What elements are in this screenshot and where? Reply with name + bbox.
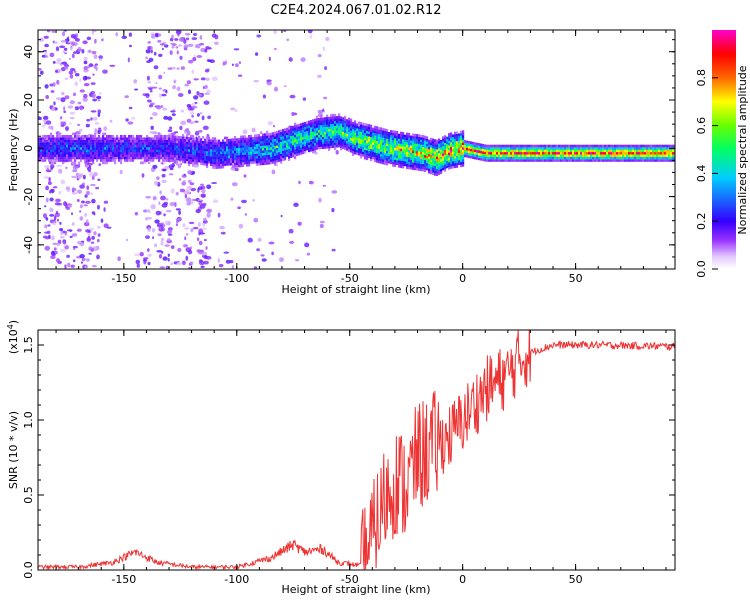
y-tick-label: -20 <box>22 188 35 206</box>
snr-series-line <box>38 330 675 570</box>
colorbar-gradient <box>712 30 736 269</box>
colorbar-tick-label: 0.4 <box>695 165 708 183</box>
x-tick-label: -50 <box>341 272 359 285</box>
spectrogram-y-axis: -40 -20 0 20 40 <box>22 39 675 270</box>
colorbar: 0.0 0.2 0.4 0.6 0.8 Normalized spectral ampl… <box>695 30 749 278</box>
colorbar-tick-label: 0.6 <box>695 117 708 135</box>
x-tick-label: -100 <box>224 272 249 285</box>
y-tick-label: 1.5 <box>22 336 35 354</box>
colorbar-ticks: 0.0 0.2 0.4 0.6 0.8 <box>695 69 718 278</box>
snr-x-axis: -150 -100 -50 0 50 <box>55 330 667 586</box>
spectrogram-x-axis: -150 -100 -50 0 50 <box>55 30 667 285</box>
x-tick-label: 0 <box>459 573 466 586</box>
chart-title: C2E4.2024.067.01.02.R12 <box>270 3 441 18</box>
x-tick-label: -150 <box>111 272 136 285</box>
x-tick-label: -100 <box>224 573 249 586</box>
y-tick-label: 0.0 <box>22 561 35 579</box>
x-tick-label: 0 <box>459 272 466 285</box>
x-tick-label: 50 <box>569 573 583 586</box>
spectrogram-frame <box>37 29 676 270</box>
colorbar-tick-label: 0.0 <box>695 260 708 278</box>
y-tick-label: 40 <box>22 45 35 59</box>
snr-x-label: Height of straight line (km) <box>281 583 430 596</box>
spectrogram-panel: -150 -100 -50 0 50 -40 -20 0 20 40 Height of str… <box>7 29 676 296</box>
x-tick-label: -150 <box>111 573 136 586</box>
y-tick-label: 20 <box>22 93 35 107</box>
y-tick-label: 0 <box>22 145 35 152</box>
x-tick-label: 50 <box>569 272 583 285</box>
snr-scale-label: (x104) <box>6 320 20 354</box>
snr-y-label: SNR (10 * v/v) <box>7 411 20 489</box>
snr-y-axis: 0.0 0.5 1.0 1.5 <box>22 336 675 579</box>
spectrogram-y-label: Frequency (Hz) <box>7 109 20 192</box>
colorbar-tick-label: 0.2 <box>695 212 708 230</box>
spectrogram-image <box>38 30 675 269</box>
y-tick-label: 1.0 <box>22 411 35 429</box>
x-tick-label: -50 <box>341 573 359 586</box>
colorbar-tick-label: 0.8 <box>695 69 708 87</box>
spectrogram-x-label: Height of straight line (km) <box>281 283 430 296</box>
snr-panel: -150 -100 -50 0 50 0.0 0.5 1.0 1.5 Height of st… <box>6 320 676 596</box>
colorbar-label: Normalized spectral amplitude <box>736 65 749 234</box>
y-tick-label: -40 <box>22 236 35 254</box>
y-tick-label: 0.5 <box>22 486 35 504</box>
